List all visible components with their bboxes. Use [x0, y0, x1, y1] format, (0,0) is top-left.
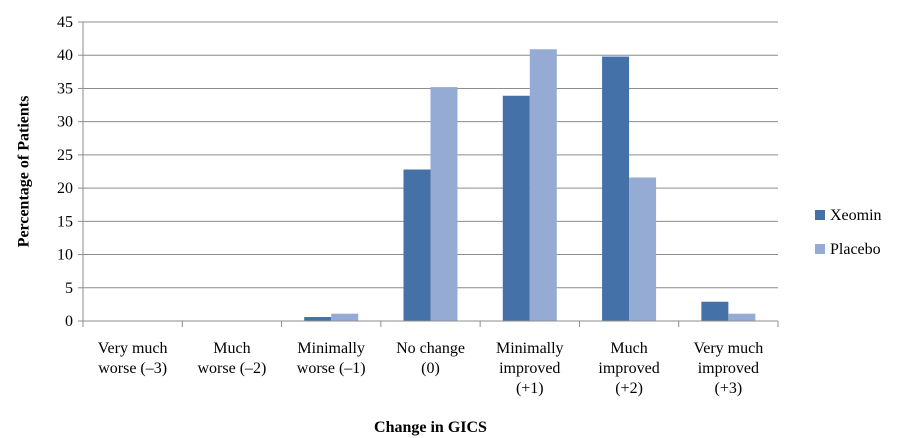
- x-tick-labels: Very much worse (–3) Much worse (–2) Minimal…: [98, 340, 763, 397]
- y-tick-label: 10: [57, 247, 73, 264]
- x-tick-label-line: improved: [499, 360, 560, 377]
- x-tick-label-line: Minimally: [297, 340, 365, 357]
- y-tick-label: 25: [57, 147, 73, 164]
- y-axis-title: Percentage of Patients: [16, 96, 33, 248]
- y-tick-label: 30: [57, 114, 73, 131]
- y-tick-labels: 0 5 10 15 20 25 30 35 40 45: [57, 14, 73, 330]
- x-tick-label-line: (+3): [715, 380, 743, 397]
- bar-placebo-4: [529, 49, 557, 322]
- x-tick-label: Minimally worse (–1): [297, 340, 366, 377]
- x-tick-label: No change (0): [396, 340, 465, 377]
- x-tick-label: Much worse (–2): [197, 340, 266, 377]
- y-tick-label: 35: [57, 80, 73, 97]
- x-tick-label-line: (+2): [615, 380, 643, 397]
- bar-xeomin-6: [701, 301, 729, 321]
- legend-swatch-placebo: [815, 244, 825, 254]
- axes: [78, 21, 779, 327]
- x-tick-label-line: worse (–2): [197, 360, 266, 377]
- legend-swatch-xeomin: [815, 210, 825, 220]
- bar-placebo-6: [728, 313, 756, 321]
- x-tick-label-line: worse (–3): [98, 360, 167, 377]
- bar-placebo-5: [629, 177, 657, 321]
- bar-placebo-2: [331, 313, 359, 321]
- legend-label-xeomin: Xeomin: [830, 207, 882, 224]
- x-tick-label-line: Much: [213, 340, 250, 357]
- y-tick-label: 20: [57, 180, 73, 197]
- x-tick-label: Very much improved (+3): [693, 340, 763, 397]
- bar-xeomin-5: [602, 56, 630, 321]
- x-tick-label-line: Much: [610, 340, 647, 357]
- y-tick-label: 40: [57, 47, 73, 64]
- x-tick-label-line: (+1): [516, 380, 544, 397]
- bar-xeomin-2: [304, 317, 332, 321]
- x-tick-label-line: Very much: [693, 340, 763, 357]
- legend: Xeomin Placebo: [815, 207, 882, 258]
- y-tick-label: 0: [65, 313, 73, 330]
- x-axis-title: Change in GICS: [374, 419, 487, 436]
- legend-label-placebo: Placebo: [830, 241, 881, 258]
- x-tick-label-line: Very much: [98, 340, 168, 357]
- x-tick-label: Very much worse (–3): [98, 340, 168, 377]
- x-tick-label-line: worse (–1): [297, 360, 366, 377]
- x-tick-label: Minimally improved (+1): [496, 340, 564, 397]
- x-tick-label-line: Minimally: [496, 340, 564, 357]
- bar-xeomin-4: [502, 95, 530, 322]
- bar-xeomin-3: [403, 169, 431, 321]
- x-tick-label-line: improved: [598, 360, 659, 377]
- x-tick-label-line: improved: [698, 360, 759, 377]
- x-tick-label: Much improved (+2): [598, 340, 659, 397]
- y-tick-label: 45: [57, 14, 73, 31]
- x-tick-label-line: (0): [421, 360, 440, 377]
- y-tick-label: 15: [57, 213, 73, 230]
- y-tick-label: 5: [65, 280, 73, 297]
- x-tick-label-line: No change: [396, 340, 465, 357]
- bars: [304, 49, 756, 322]
- bar-placebo-3: [430, 87, 458, 321]
